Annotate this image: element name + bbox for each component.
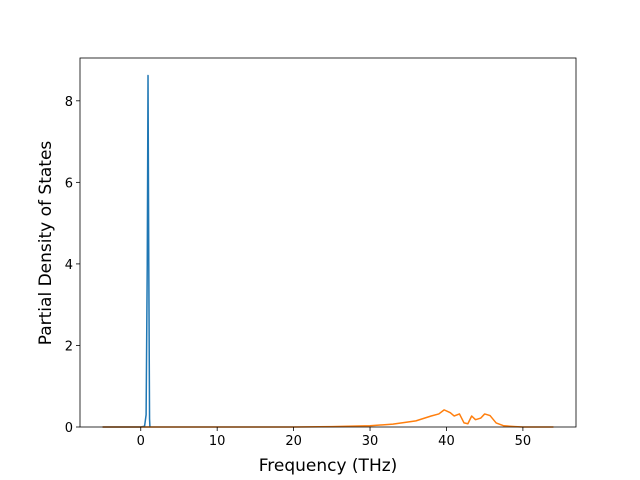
plot-frame — [79, 57, 577, 428]
x-tick-label: 20 — [285, 434, 302, 449]
y-tick-label: 4 — [65, 258, 73, 273]
data-line — [102, 409, 554, 428]
y-tick-label: 2 — [65, 339, 73, 354]
y-tick-label: 0 — [65, 421, 73, 436]
x-tick-label: 30 — [362, 434, 379, 449]
y-tick-label: 8 — [65, 95, 73, 110]
x-tick-label: 50 — [515, 434, 532, 449]
x-tick-label: 0 — [137, 434, 145, 449]
x-tick-label: 40 — [438, 434, 455, 449]
data-line — [102, 74, 151, 428]
x-tick-label: 10 — [209, 434, 226, 449]
y-tick-label: 6 — [65, 176, 73, 191]
x-axis-label: Frequency (THz) — [259, 456, 398, 476]
y-axis-label: Partial Density of States — [36, 141, 56, 346]
